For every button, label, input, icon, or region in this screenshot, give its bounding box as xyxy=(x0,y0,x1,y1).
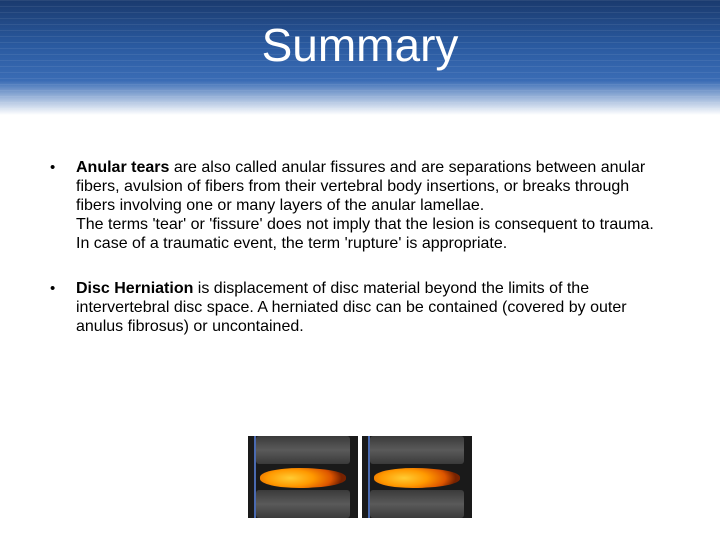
slide-title: Summary xyxy=(0,18,720,72)
bullet-marker: • xyxy=(50,279,76,336)
disc-shape xyxy=(374,468,460,488)
bullet-second: The terms 'tear' or 'fissure' does not i… xyxy=(76,216,654,252)
disc-shape xyxy=(260,468,346,488)
bullet-lead: Anular tears xyxy=(76,159,169,176)
vertebra-top xyxy=(370,436,464,464)
disc-diagram xyxy=(248,436,358,518)
bullet-item: • Anular tears are also called anular fi… xyxy=(50,158,670,253)
header-banner: Summary xyxy=(0,0,720,115)
bullet-text: Disc Herniation is displacement of disc … xyxy=(76,279,670,336)
bullet-lead: Disc Herniation xyxy=(76,280,193,297)
bullet-item: • Disc Herniation is displacement of dis… xyxy=(50,279,670,336)
vertebra-bottom xyxy=(256,490,350,518)
image-row xyxy=(0,436,720,518)
bullet-text: Anular tears are also called anular fiss… xyxy=(76,158,670,253)
vertebra-top xyxy=(256,436,350,464)
vertebra-bottom xyxy=(370,490,464,518)
content-area: • Anular tears are also called anular fi… xyxy=(50,158,670,362)
bullet-marker: • xyxy=(50,158,76,253)
disc-diagram xyxy=(362,436,472,518)
